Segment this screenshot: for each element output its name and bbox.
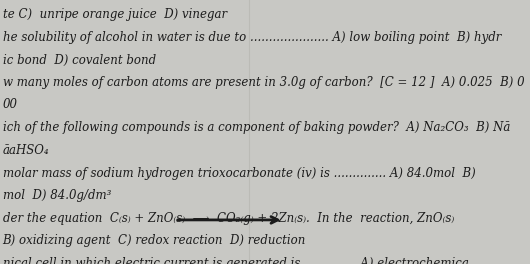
Text: te C)  unripe orange juice  D) vinegar: te C) unripe orange juice D) vinegar	[3, 8, 227, 21]
Text: molar mass of sodium hydrogen trioxocarbonate (iv) is .............. A) 84.0mol : molar mass of sodium hydrogen trioxocarb…	[3, 167, 475, 180]
Text: āaHSO₄: āaHSO₄	[3, 144, 49, 157]
Text: he solubility of alcohol in water is due to ..................... A) low boiling: he solubility of alcohol in water is due…	[3, 31, 501, 44]
Text: mol  D) 84.0g/dm³: mol D) 84.0g/dm³	[3, 189, 111, 202]
Text: w many moles of carbon atoms are present in 3.0g of carbon?  [C = 12 ]  A) 0.025: w many moles of carbon atoms are present…	[3, 76, 524, 89]
Text: nical cell in which electric current is generated is .............. A) electroch: nical cell in which electric current is …	[3, 257, 469, 264]
Text: ic bond  D) covalent bond: ic bond D) covalent bond	[3, 54, 156, 67]
Text: der the equation  C₍s₎ + ZnO₍s₎  ⟶  CO₂₍g₎ + 2Zn₍s₎.  In the  reaction, ZnO₍s₎: der the equation C₍s₎ + ZnO₍s₎ ⟶ CO₂₍g₎ …	[3, 212, 454, 225]
Text: ich of the following compounds is a component of baking powder?  A) Na₂CO₃  B) N: ich of the following compounds is a comp…	[3, 121, 510, 134]
Text: B) oxidizing agent  C) redox reaction  D) reduction: B) oxidizing agent C) redox reaction D) …	[3, 234, 306, 247]
Text: 00: 00	[3, 98, 17, 111]
